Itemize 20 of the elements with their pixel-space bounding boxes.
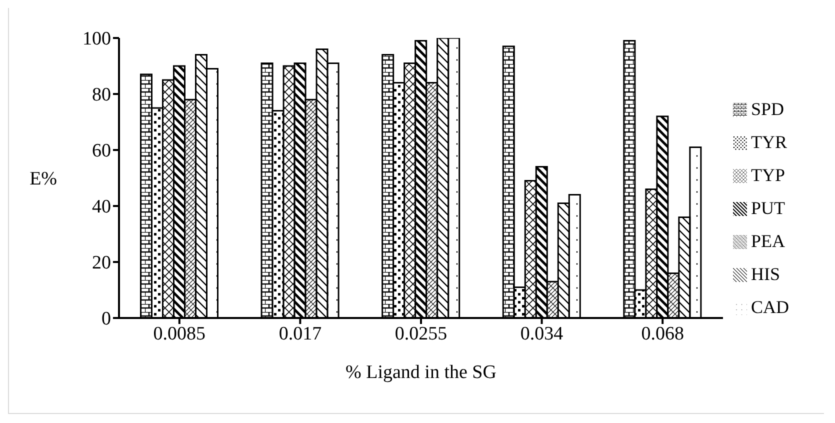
legend-label: PEA [750, 230, 785, 250]
x-tick-label: 0.017 [278, 323, 322, 344]
y-axis-title: E% [30, 168, 58, 190]
y-tick-label: 60 [92, 140, 111, 162]
legend-label: CAD [750, 296, 789, 316]
legend-label: HIS [750, 264, 780, 284]
legend-label: TYP [750, 164, 785, 184]
y-tick-label: 40 [92, 196, 111, 218]
x-tick-label: 0.0255 [394, 323, 448, 344]
legend-label: SPD [750, 98, 784, 118]
x-tick-label: 0.034 [520, 323, 564, 344]
y-tick-label: 20 [92, 252, 111, 274]
y-tick-label: 0 [102, 308, 111, 330]
x-tick-label: 0.0085 [153, 323, 206, 344]
legend-label: PUT [750, 198, 785, 218]
legend-label: TYR [750, 132, 787, 152]
y-tick-label: 80 [92, 84, 111, 106]
x-axis-title: % Ligand in the SG [346, 362, 497, 383]
y-tick-label: 100 [82, 28, 111, 50]
x-tick-label: 0.068 [641, 323, 684, 344]
